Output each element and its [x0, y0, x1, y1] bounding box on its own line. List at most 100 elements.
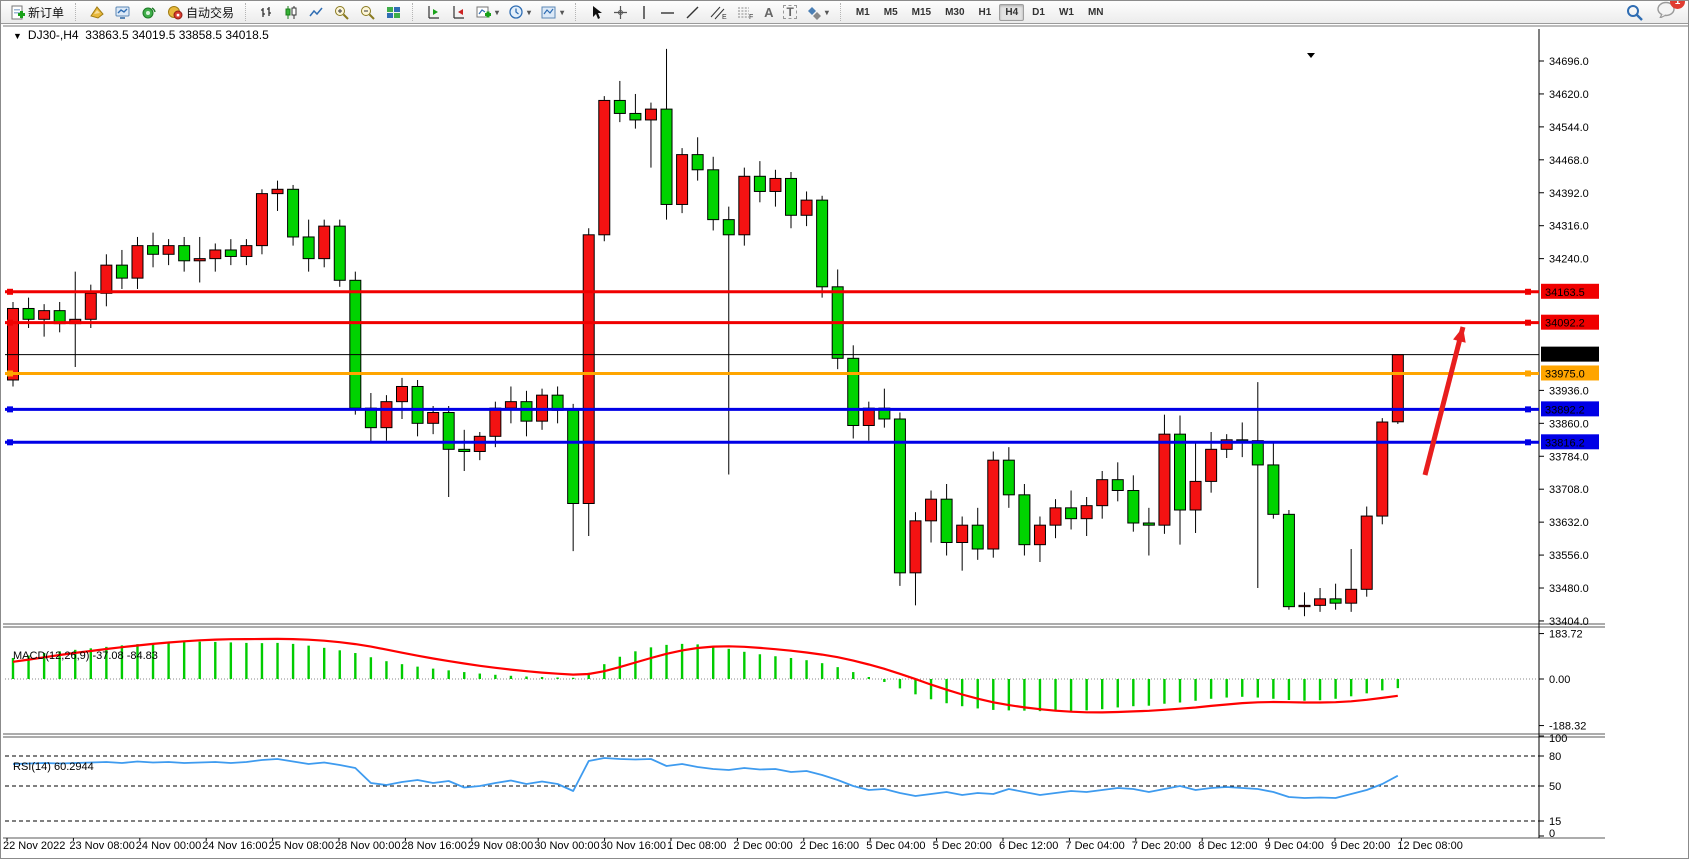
candle-down [1142, 522, 1155, 526]
candle-up [131, 245, 144, 279]
timeframe-m30[interactable]: M30 [945, 6, 965, 18]
channel-tool-button[interactable]: E [705, 1, 732, 24]
notifications-button[interactable]: 1 [1656, 1, 1685, 23]
hline-tool-button[interactable] [655, 1, 680, 24]
horizontal-level-line[interactable] [5, 370, 1539, 377]
candle-down [178, 245, 191, 262]
text-tool-button[interactable]: A [759, 1, 778, 24]
trend-arrow-annotation[interactable] [1422, 326, 1466, 476]
time-axis-label: 30 Nov 16:00 [601, 840, 666, 852]
candle-up [598, 99, 611, 236]
candle-down [302, 236, 315, 260]
chart-shift-offset-button[interactable] [446, 1, 471, 24]
candle-down [660, 108, 673, 205]
candle-up [318, 225, 331, 260]
candle-up [676, 154, 689, 205]
toolbar-separator [412, 3, 418, 21]
arrow-head [1453, 327, 1466, 343]
line-handle [7, 439, 13, 446]
candle-down [1065, 507, 1078, 520]
candle-down [567, 409, 580, 505]
indicators-button[interactable]: ▾ [471, 1, 504, 24]
price-line-label: 33975.0 [1541, 365, 1599, 381]
time-axis-label: 9 Dec 20:00 [1331, 840, 1390, 852]
chart-dropdown-icon[interactable]: ▼ [13, 31, 22, 41]
timeframe-d1[interactable]: D1 [1032, 6, 1045, 18]
candle-down [629, 112, 642, 121]
time-axis-label: 24 Nov 16:00 [202, 840, 267, 852]
timeframe-m5[interactable]: M5 [883, 6, 898, 18]
cursor-tool-button[interactable] [584, 1, 608, 24]
toolbar-separator [75, 3, 81, 21]
periods-button[interactable]: ▾ [504, 1, 536, 24]
candlestick-button[interactable] [279, 1, 304, 24]
line-chart-button[interactable] [304, 1, 329, 24]
price-line-label: 34163.5 [1541, 283, 1599, 299]
line-chart-icon [309, 7, 323, 16]
crosshair-tool-button[interactable] [608, 1, 633, 24]
zoom-in-button[interactable] [329, 1, 355, 24]
candle-up [427, 411, 440, 424]
horizontal-level-line[interactable] [5, 288, 1539, 295]
candle-up [193, 258, 206, 262]
bar-chart-icon [261, 6, 272, 17]
timeframe-mn[interactable]: MN [1087, 6, 1104, 18]
new-order-button[interactable]: 新订单 [5, 1, 69, 24]
auto-trading-button[interactable]: 自动交易 [162, 1, 239, 24]
time-axis-label: 30 Nov 00:00 [534, 840, 599, 852]
candle-down [971, 524, 984, 550]
vline-tool-button[interactable] [633, 1, 655, 24]
timeframe-m15[interactable]: M15 [911, 6, 932, 18]
candle-down [287, 188, 300, 238]
candle-down [1329, 598, 1342, 604]
compass-button[interactable] [84, 1, 110, 24]
timeframe-group: M1 M5 M15 M30 H1 H4 D1 W1 MN [849, 1, 1111, 23]
cursor-icon [593, 5, 603, 19]
price-tick-label: 33936.0 [1549, 385, 1589, 397]
timeframe-h1[interactable]: H1 [978, 6, 992, 18]
autotrading-icon [168, 5, 183, 19]
horizontal-level-line[interactable] [5, 319, 1539, 326]
rsi-axis-label: 50 [1549, 781, 1561, 793]
fibonacci-tool-button[interactable]: F [732, 1, 759, 24]
candle-up [240, 245, 253, 257]
crosshair-icon [614, 5, 628, 19]
tile-windows-button[interactable] [381, 1, 406, 24]
timeframe-h4[interactable]: H4 [999, 3, 1025, 21]
notification-badge: 1 [1670, 1, 1685, 9]
vline-icon [643, 5, 645, 19]
timeframe-m1[interactable]: M1 [855, 6, 870, 18]
time-axis-label: 22 Nov 2022 [3, 840, 65, 852]
autoscroll-marker-icon[interactable] [1307, 53, 1315, 58]
time-axis-label: 9 Dec 04:00 [1265, 840, 1324, 852]
templates-button[interactable]: ▾ [536, 1, 569, 24]
time-axis-label: 2 Dec 00:00 [733, 840, 792, 852]
time-axis-label: 5 Dec 20:00 [933, 840, 992, 852]
shift-offset-icon [453, 5, 465, 19]
chart-shift-end-button[interactable] [421, 1, 446, 24]
hline-icon [661, 11, 675, 14]
chart-canvas[interactable]: 34696.0 34620.0 34544.0 34468.0 34392.0 34316… [1, 25, 1689, 859]
bar-chart-button[interactable] [254, 1, 279, 24]
candle-up [1158, 433, 1171, 526]
rsi-axis-label: 100 [1549, 733, 1567, 745]
candle-up [956, 524, 969, 544]
timeframe-w1[interactable]: W1 [1058, 6, 1074, 18]
shapes-icon [807, 6, 821, 20]
zoom-out-button[interactable] [355, 1, 381, 24]
time-axis: 22 Nov 2022 23 Nov 08:00 24 Nov 00:00 24 No… [3, 838, 1463, 852]
horizontal-level-line[interactable] [5, 406, 1539, 413]
signals-button[interactable] [136, 1, 162, 24]
search-icon[interactable] [1626, 4, 1644, 21]
label-tool-button[interactable]: T [778, 1, 801, 24]
candle-down [722, 219, 735, 236]
market-button[interactable] [110, 1, 136, 24]
candle-down [691, 154, 704, 171]
candle-up [738, 175, 751, 236]
horizontal-level-line[interactable] [5, 439, 1539, 446]
shapes-tool-button[interactable]: ▾ [802, 1, 834, 24]
price-tick-label: 34240.0 [1549, 254, 1589, 266]
trendline-tool-button[interactable] [680, 1, 705, 24]
candle-down [1267, 464, 1280, 515]
